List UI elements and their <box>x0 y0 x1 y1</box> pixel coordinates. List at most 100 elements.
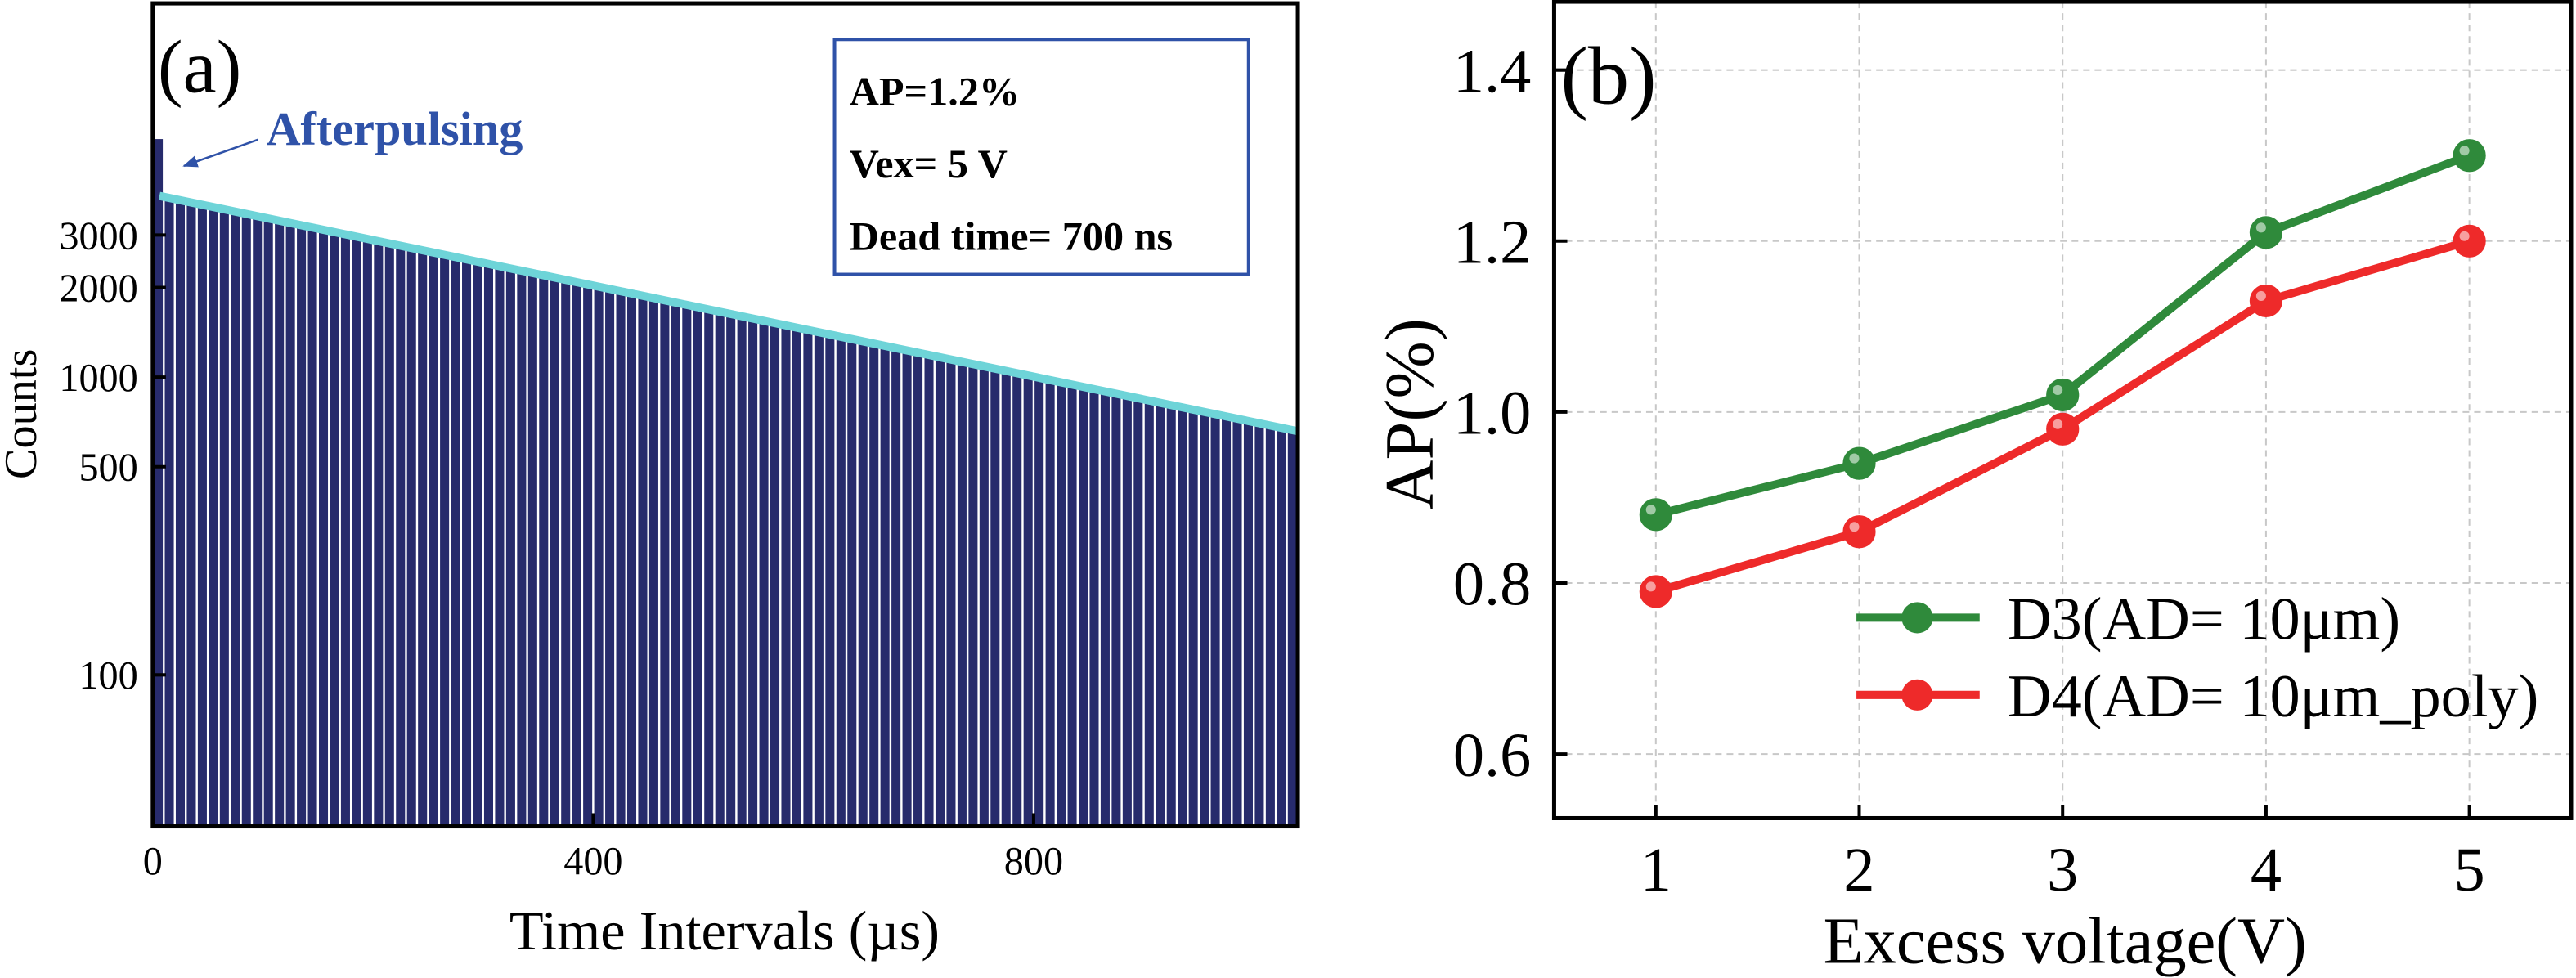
bar <box>946 359 956 827</box>
x-tick-label: 400 <box>563 840 622 883</box>
bar <box>1156 402 1165 827</box>
text-box-line: Vex= 5 V <box>850 141 1008 186</box>
bar <box>1178 407 1187 827</box>
fit-line <box>158 191 1299 436</box>
marker-highlight <box>2459 146 2470 156</box>
bar <box>847 339 857 827</box>
marker <box>2453 139 2486 173</box>
bar <box>1210 414 1220 827</box>
x-tick-label: 5 <box>2454 835 2485 904</box>
bar <box>693 307 702 827</box>
bar <box>1012 373 1022 827</box>
panel-label: (b) <box>1560 30 1656 122</box>
bar <box>175 200 186 827</box>
bar <box>572 281 581 827</box>
bar <box>418 249 428 827</box>
text-box-line: Dead time= 700 ns <box>850 213 1173 258</box>
bar <box>1078 386 1088 827</box>
bar <box>219 209 229 827</box>
bar <box>483 263 493 827</box>
legend-label: D3(AD= 10μm) <box>2008 586 2400 653</box>
bar <box>297 225 307 827</box>
bar <box>957 361 967 827</box>
bar <box>1133 397 1143 827</box>
bar <box>1287 429 1297 827</box>
bar <box>770 323 780 827</box>
y-tick-label: 100 <box>79 654 137 698</box>
bar <box>648 298 658 827</box>
bar <box>781 325 791 827</box>
panel-a: 0 400 800 100 500 1000 2000 3000 <box>59 1 1300 883</box>
bar <box>660 300 670 827</box>
marker-highlight <box>1645 581 1656 592</box>
marker-highlight <box>2053 419 2063 429</box>
bar <box>1277 428 1286 827</box>
bar <box>902 350 912 827</box>
bar <box>384 243 394 827</box>
bar <box>913 352 923 827</box>
bar <box>154 139 164 827</box>
legend-label: D4(AD= 10μm_poly) <box>2008 663 2539 730</box>
bar <box>1111 393 1121 827</box>
bar <box>1254 423 1264 827</box>
marker <box>1842 515 1876 549</box>
marker <box>2249 284 2283 318</box>
bar <box>759 321 769 827</box>
bar <box>550 277 559 827</box>
bar <box>352 236 361 827</box>
marker-highlight <box>2255 290 2266 301</box>
legend-marker <box>1901 679 1933 711</box>
bar <box>869 343 879 827</box>
bar <box>429 252 438 827</box>
bar <box>990 368 1000 827</box>
marker-highlight <box>2053 384 2063 395</box>
y-tick-label: 1.0 <box>1453 379 1531 448</box>
bar <box>935 357 945 827</box>
bar <box>748 318 758 827</box>
bar <box>473 261 482 827</box>
bar <box>626 293 637 827</box>
bar <box>605 289 615 827</box>
bar <box>396 245 406 827</box>
bar <box>505 268 515 827</box>
bar <box>241 213 251 827</box>
bar <box>825 334 835 827</box>
marker <box>2453 224 2486 258</box>
marker-highlight <box>2459 231 2470 241</box>
marker <box>1842 446 1876 480</box>
bar <box>440 254 450 827</box>
x-tick-label: 4 <box>2251 835 2282 904</box>
bar <box>803 330 813 827</box>
bar <box>209 207 218 827</box>
x-tick-label: 1 <box>1640 835 1672 904</box>
panel-b: 1 2 3 4 5 0.6 0.8 1.0 1.2 1.4 D3(AD= 10μm) D4(AD= 1… <box>1453 0 2574 904</box>
bar <box>164 197 174 827</box>
x-tick-label: 800 <box>1004 840 1063 883</box>
bar <box>406 248 416 827</box>
bar <box>1222 416 1232 827</box>
bar <box>704 309 714 827</box>
bar <box>583 284 593 827</box>
bar <box>527 272 537 827</box>
bar <box>275 220 285 827</box>
y-tick-label: 500 <box>79 446 137 490</box>
bar <box>263 218 273 827</box>
marker-highlight <box>1849 522 1860 532</box>
y-tick-label: 1000 <box>59 357 137 400</box>
bar <box>362 239 372 827</box>
text-box-line: AP=1.2% <box>850 69 1021 114</box>
x-axis-label: Time Intervals (µs) <box>509 899 940 962</box>
bar <box>197 204 207 827</box>
bar <box>594 286 604 827</box>
bar <box>318 229 329 827</box>
bar <box>340 234 350 827</box>
bar <box>858 341 868 827</box>
bar <box>374 240 384 827</box>
bar <box>1243 420 1253 827</box>
x-tick-label: 3 <box>2047 835 2078 904</box>
bar <box>616 291 626 827</box>
bar <box>814 332 824 827</box>
marker-highlight <box>1645 505 1656 515</box>
bar <box>186 202 196 827</box>
